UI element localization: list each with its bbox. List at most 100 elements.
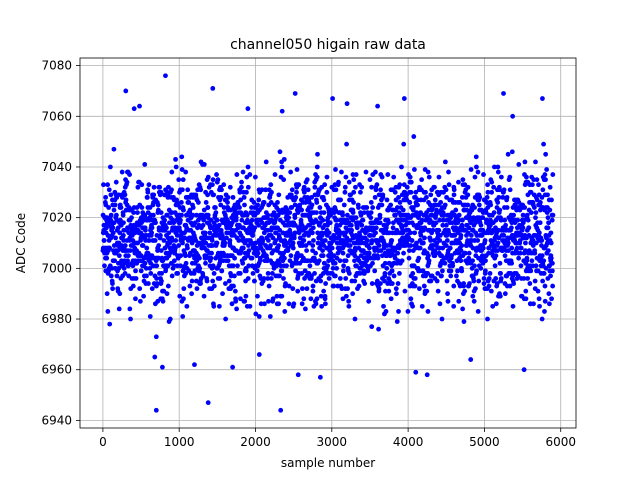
data-point <box>444 238 450 243</box>
data-point <box>333 167 338 172</box>
data-point <box>144 245 150 251</box>
data-point <box>500 194 506 200</box>
data-point <box>302 306 308 312</box>
data-point <box>120 233 126 238</box>
data-point <box>343 258 349 264</box>
data-point <box>466 250 472 256</box>
x-tick-label: 3000 <box>317 435 348 449</box>
data-point <box>509 149 515 155</box>
data-point <box>353 184 358 190</box>
data-point <box>292 202 298 208</box>
data-point <box>480 245 486 251</box>
data-point <box>545 192 550 198</box>
data-point <box>186 200 192 205</box>
data-point <box>214 240 220 246</box>
data-point <box>224 235 229 241</box>
data-point <box>250 271 256 276</box>
data-point <box>149 225 155 231</box>
data-point <box>110 286 115 292</box>
data-point <box>321 210 327 215</box>
data-point <box>378 281 383 286</box>
data-point <box>370 260 375 266</box>
data-point <box>310 243 316 248</box>
data-point <box>154 276 160 281</box>
y-tick-label: 6940 <box>41 413 72 427</box>
data-point <box>128 316 133 322</box>
data-point <box>456 212 462 218</box>
data-point <box>122 192 128 198</box>
data-point <box>268 182 274 188</box>
data-point <box>503 222 508 228</box>
data-point <box>498 217 504 223</box>
data-point-outlier <box>123 88 129 94</box>
data-point <box>263 159 269 165</box>
data-point <box>281 276 286 281</box>
data-point <box>364 258 370 264</box>
data-point <box>520 212 526 218</box>
data-point <box>266 298 271 304</box>
data-point <box>487 271 493 276</box>
data-point <box>336 179 341 185</box>
data-point <box>495 164 501 170</box>
data-point <box>290 245 296 251</box>
data-point <box>151 184 157 190</box>
data-point <box>545 225 551 231</box>
data-point <box>309 230 315 236</box>
data-point <box>299 207 305 213</box>
data-point <box>242 202 247 208</box>
data-point <box>471 298 477 304</box>
data-point <box>482 238 488 243</box>
data-point <box>322 296 328 302</box>
data-point <box>130 283 136 289</box>
data-point <box>536 230 542 236</box>
data-point-outlier <box>279 108 285 114</box>
data-point <box>437 233 443 238</box>
y-tick-label: 7060 <box>41 109 72 123</box>
data-point <box>207 230 213 236</box>
data-point <box>424 288 430 294</box>
data-point <box>214 172 219 177</box>
data-point <box>183 271 189 276</box>
data-point <box>319 303 325 309</box>
data-point <box>507 174 513 180</box>
data-point <box>539 194 545 200</box>
data-point <box>332 273 338 279</box>
data-point <box>388 296 394 302</box>
data-point <box>252 225 258 231</box>
data-point <box>126 263 131 269</box>
data-point <box>458 248 464 254</box>
data-point <box>505 240 511 246</box>
axis-ticks: 0 1000 2000 3000 4000 5000 6000 6940 6960 6980 700… <box>41 59 576 449</box>
data-point <box>242 298 248 304</box>
data-point <box>158 248 164 254</box>
data-point <box>333 187 339 193</box>
data-point-outlier <box>401 96 407 101</box>
data-point <box>252 174 258 180</box>
data-point-outlier <box>344 101 350 107</box>
data-point <box>153 334 159 340</box>
data-point <box>442 260 448 266</box>
data-point <box>179 187 185 193</box>
data-point <box>406 255 412 261</box>
data-point <box>377 215 383 221</box>
data-point <box>340 268 346 274</box>
data-point <box>362 281 368 286</box>
data-point <box>509 245 515 251</box>
data-point <box>299 286 305 292</box>
data-point <box>450 263 456 269</box>
data-points <box>100 73 556 413</box>
data-point <box>497 293 503 299</box>
data-point <box>322 182 328 188</box>
data-point <box>532 250 538 256</box>
data-point <box>435 288 441 294</box>
data-point <box>364 238 370 243</box>
data-point <box>143 227 148 233</box>
data-point <box>313 250 319 256</box>
data-point <box>320 217 326 223</box>
data-point <box>210 278 216 284</box>
data-point <box>426 258 432 264</box>
data-point <box>389 281 395 286</box>
data-point <box>482 268 488 274</box>
data-point-outlier <box>245 106 251 112</box>
data-point <box>173 164 179 170</box>
